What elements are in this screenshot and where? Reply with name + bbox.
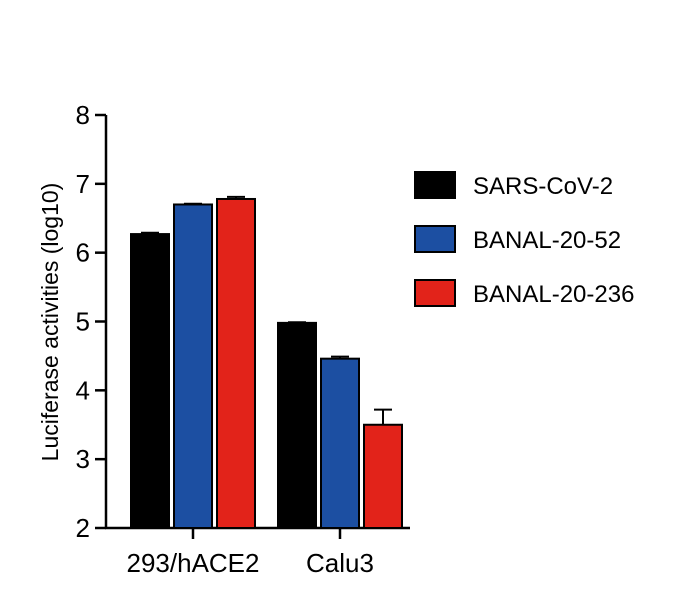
legend-swatch — [414, 225, 456, 253]
y-tick-label: 5 — [76, 307, 90, 337]
x-tick-label: 293/hACE2 — [127, 548, 260, 578]
bar — [130, 233, 170, 529]
y-tick-label: 4 — [76, 375, 90, 405]
y-tick-label: 8 — [76, 100, 90, 130]
bar — [173, 203, 213, 529]
y-tick-label: 2 — [76, 513, 90, 543]
legend-label: SARS-CoV-2 — [473, 173, 613, 200]
legend: SARS-CoV-2 BANAL-20-52 BANAL-20-236 — [414, 171, 634, 308]
x-tick-label: Calu3 — [306, 548, 374, 578]
legend-swatch — [414, 171, 456, 199]
legend-label: BANAL-20-52 — [473, 227, 621, 254]
y-tick-label: 6 — [76, 238, 90, 268]
y-tick-label: 3 — [76, 444, 90, 474]
bar — [216, 197, 256, 530]
bars — [130, 195, 403, 530]
bar — [277, 321, 317, 530]
legend-swatch — [414, 279, 456, 307]
bar — [320, 357, 360, 530]
y-tick-label: 7 — [76, 169, 90, 199]
y-axis-title: Luciferase activities (log10) — [37, 183, 63, 462]
legend-label: BANAL-20-236 — [473, 281, 634, 308]
axes: 2 3 4 5 6 7 8 293/hACE2 Calu3 — [76, 100, 410, 578]
bar — [363, 423, 403, 529]
